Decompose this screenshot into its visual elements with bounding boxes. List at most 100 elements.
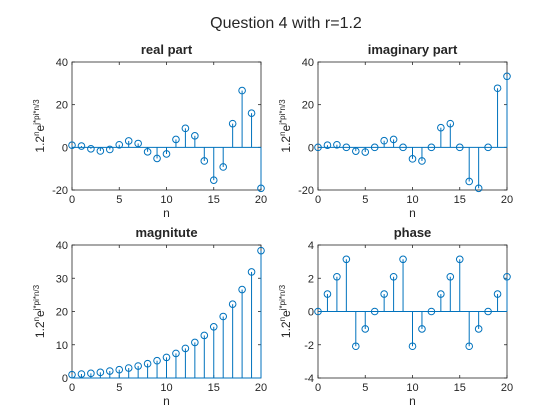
stem-marker [493, 84, 502, 93]
stem-marker [361, 148, 370, 156]
stem-marker [106, 145, 114, 154]
stem-marker [323, 141, 332, 149]
stem-marker [370, 307, 379, 316]
stem-marker [465, 177, 474, 186]
stem-marker [153, 154, 161, 163]
stem-marker [219, 163, 227, 171]
stem-marker [124, 364, 133, 372]
subplot-3: 0 5 10 15 20 0 10 20 30 40 magnitute n 1.2nej*pi*n/3 [32, 225, 267, 408]
stem-marker [437, 290, 445, 298]
stem-marker [134, 362, 142, 370]
stem-marker [143, 359, 152, 368]
figure-title: Question 4 with r=1.2 [210, 15, 362, 32]
y-tick-label: -20 [52, 185, 68, 197]
stem-marker [361, 325, 370, 333]
stem-marker [257, 184, 265, 193]
y-tick-label: 40 [56, 240, 68, 252]
stem-marker [172, 349, 180, 358]
y-axis-label: 1.2nej*pi*n/3 [32, 99, 47, 153]
subplot-title: real part [141, 42, 193, 57]
stem-marker [408, 155, 417, 163]
x-axis-label: n [409, 394, 416, 408]
x-tick-label: 10 [406, 382, 418, 394]
x-axis-label: n [163, 394, 170, 408]
y-axis-label: 1.2nej*pi*n/3 [32, 284, 47, 338]
y-tick-label: 30 [56, 273, 68, 285]
stem-marker [87, 145, 95, 153]
y-tick-label: 0 [308, 307, 314, 319]
y-tick-label: 20 [56, 307, 68, 319]
stem-marker [153, 356, 161, 365]
stem-marker [418, 157, 426, 165]
x-tick-label: 20 [255, 194, 267, 206]
stem-marker [352, 342, 360, 351]
stem-marker [181, 344, 190, 353]
stem-marker [484, 307, 492, 316]
x-tick-label: 5 [362, 194, 368, 206]
stem-marker [162, 353, 171, 362]
stem-marker [247, 109, 256, 117]
stem-marker [427, 143, 436, 152]
stem-marker [257, 246, 265, 255]
stem-marker [200, 331, 209, 340]
stem-marker [172, 135, 180, 144]
stem-marker [314, 307, 322, 316]
stem-marker [399, 255, 407, 264]
stem-marker [124, 137, 133, 145]
stem-marker [474, 325, 483, 333]
stem-marker [342, 143, 351, 152]
stem-marker [143, 148, 152, 156]
stem-marker [77, 142, 86, 150]
subplot-title: imaginary part [368, 42, 458, 57]
y-tick-label: -20 [298, 185, 314, 197]
stem-marker [228, 119, 237, 128]
y-tick-label: 10 [56, 340, 68, 352]
x-tick-label: 5 [362, 382, 368, 394]
y-tick-label: -4 [304, 373, 314, 385]
stem-marker [209, 176, 218, 184]
x-tick-label: 10 [160, 194, 172, 206]
stem-marker [484, 143, 492, 152]
stem-marker [314, 143, 322, 152]
stem-marker [389, 135, 398, 144]
stem-marker [503, 72, 511, 81]
y-tick-label: 0 [62, 142, 68, 154]
y-tick-label: 20 [56, 100, 68, 112]
x-tick-label: 0 [315, 382, 321, 394]
stem-marker [342, 255, 351, 264]
x-tick-label: 20 [501, 382, 513, 394]
x-tick-label: 15 [454, 194, 466, 206]
stem-marker [209, 322, 218, 331]
stem-marker [427, 307, 436, 316]
x-tick-label: 5 [116, 194, 122, 206]
subplot-4: 0 5 10 15 20 -4 -2 0 2 4 phase n 1.2nej*pi*n/3 [278, 225, 513, 408]
stem-marker [380, 136, 388, 145]
x-tick-label: 15 [208, 194, 220, 206]
stem-marker [493, 290, 502, 298]
x-tick-label: 0 [69, 194, 75, 206]
x-tick-label: 0 [69, 382, 75, 394]
stem-marker [437, 123, 445, 132]
subplot-title: magnitute [135, 225, 197, 240]
stem-marker [370, 143, 379, 152]
stem-marker [96, 368, 105, 377]
y-tick-label: 2 [308, 273, 314, 285]
stem-marker [323, 290, 332, 298]
stem-marker [455, 143, 464, 152]
stem-marker [455, 255, 464, 264]
stem-marker [238, 285, 246, 294]
stem-marker [247, 268, 256, 276]
stem-marker [446, 119, 455, 128]
stem-marker [446, 272, 455, 281]
x-axis-label: n [163, 206, 170, 220]
x-tick-label: 15 [208, 382, 220, 394]
y-tick-label: 40 [302, 57, 314, 69]
stem-marker [134, 139, 142, 148]
x-tick-label: 10 [406, 194, 418, 206]
stem-marker [399, 143, 407, 152]
x-tick-label: 20 [255, 382, 267, 394]
x-tick-label: 0 [315, 194, 321, 206]
